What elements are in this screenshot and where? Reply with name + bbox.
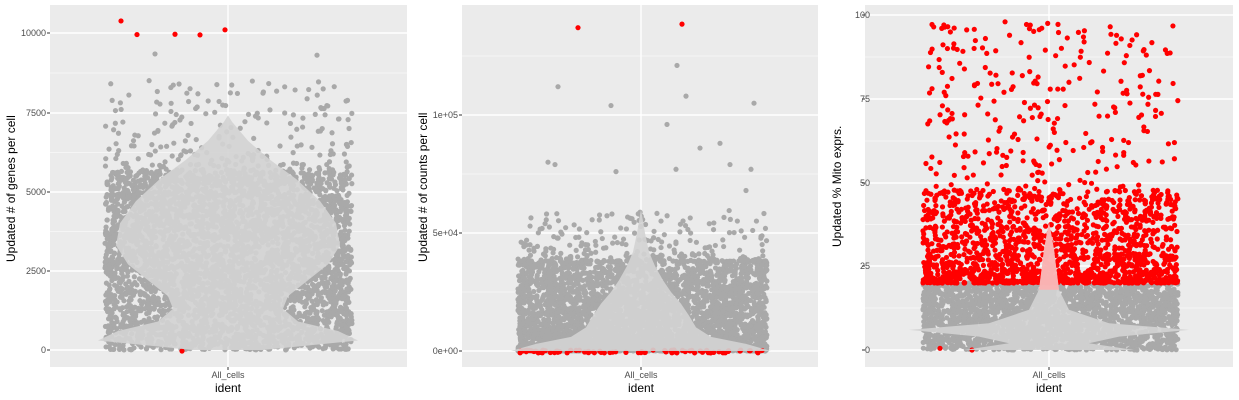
- x-axis-label: ident: [1035, 381, 1063, 395]
- y-tick-label: 1e+05: [432, 110, 458, 120]
- x-axis-label: ident: [627, 381, 655, 395]
- violin-shape: [98, 115, 358, 350]
- y-tick-label: 100: [854, 10, 870, 20]
- x-tick-label: All_cells: [624, 370, 658, 380]
- y-tick-label: 50: [859, 178, 870, 188]
- plot-area-counts: [459, 5, 818, 370]
- panel-mito: Updated % Mito exprs. 0 25 50 75 100 All_cel…: [820, 0, 1239, 400]
- y-tick-label: 0: [864, 345, 870, 355]
- y-tick-label: 5000: [25, 187, 46, 197]
- plot-area-genes: [47, 5, 407, 370]
- plot-area-mito: [862, 5, 1233, 370]
- violin-shape: [511, 209, 771, 351]
- y-tick-label: 2500: [25, 266, 46, 276]
- y-tick-label: 10000: [20, 28, 46, 38]
- y-tick-label: 0: [40, 345, 46, 355]
- y-tick-label: 25: [859, 261, 870, 271]
- y-tick-label: 7500: [25, 108, 46, 118]
- panel-genes: Updated # of genes per cell 0 2500 5000 750…: [0, 0, 410, 400]
- x-tick-label: All_cells: [1032, 370, 1066, 380]
- y-tick-label: 5e+04: [432, 228, 458, 238]
- x-tick-label: All_cells: [211, 370, 245, 380]
- y-tick-label: 75: [859, 94, 870, 104]
- y-axis-label: Updated # of counts per cell: [416, 112, 430, 262]
- y-tick-label: 0e+00: [432, 346, 458, 356]
- x-axis-label: ident: [214, 381, 242, 395]
- panel-counts: Updated # of counts per cell 0e+00 5e+04 1…: [410, 0, 820, 400]
